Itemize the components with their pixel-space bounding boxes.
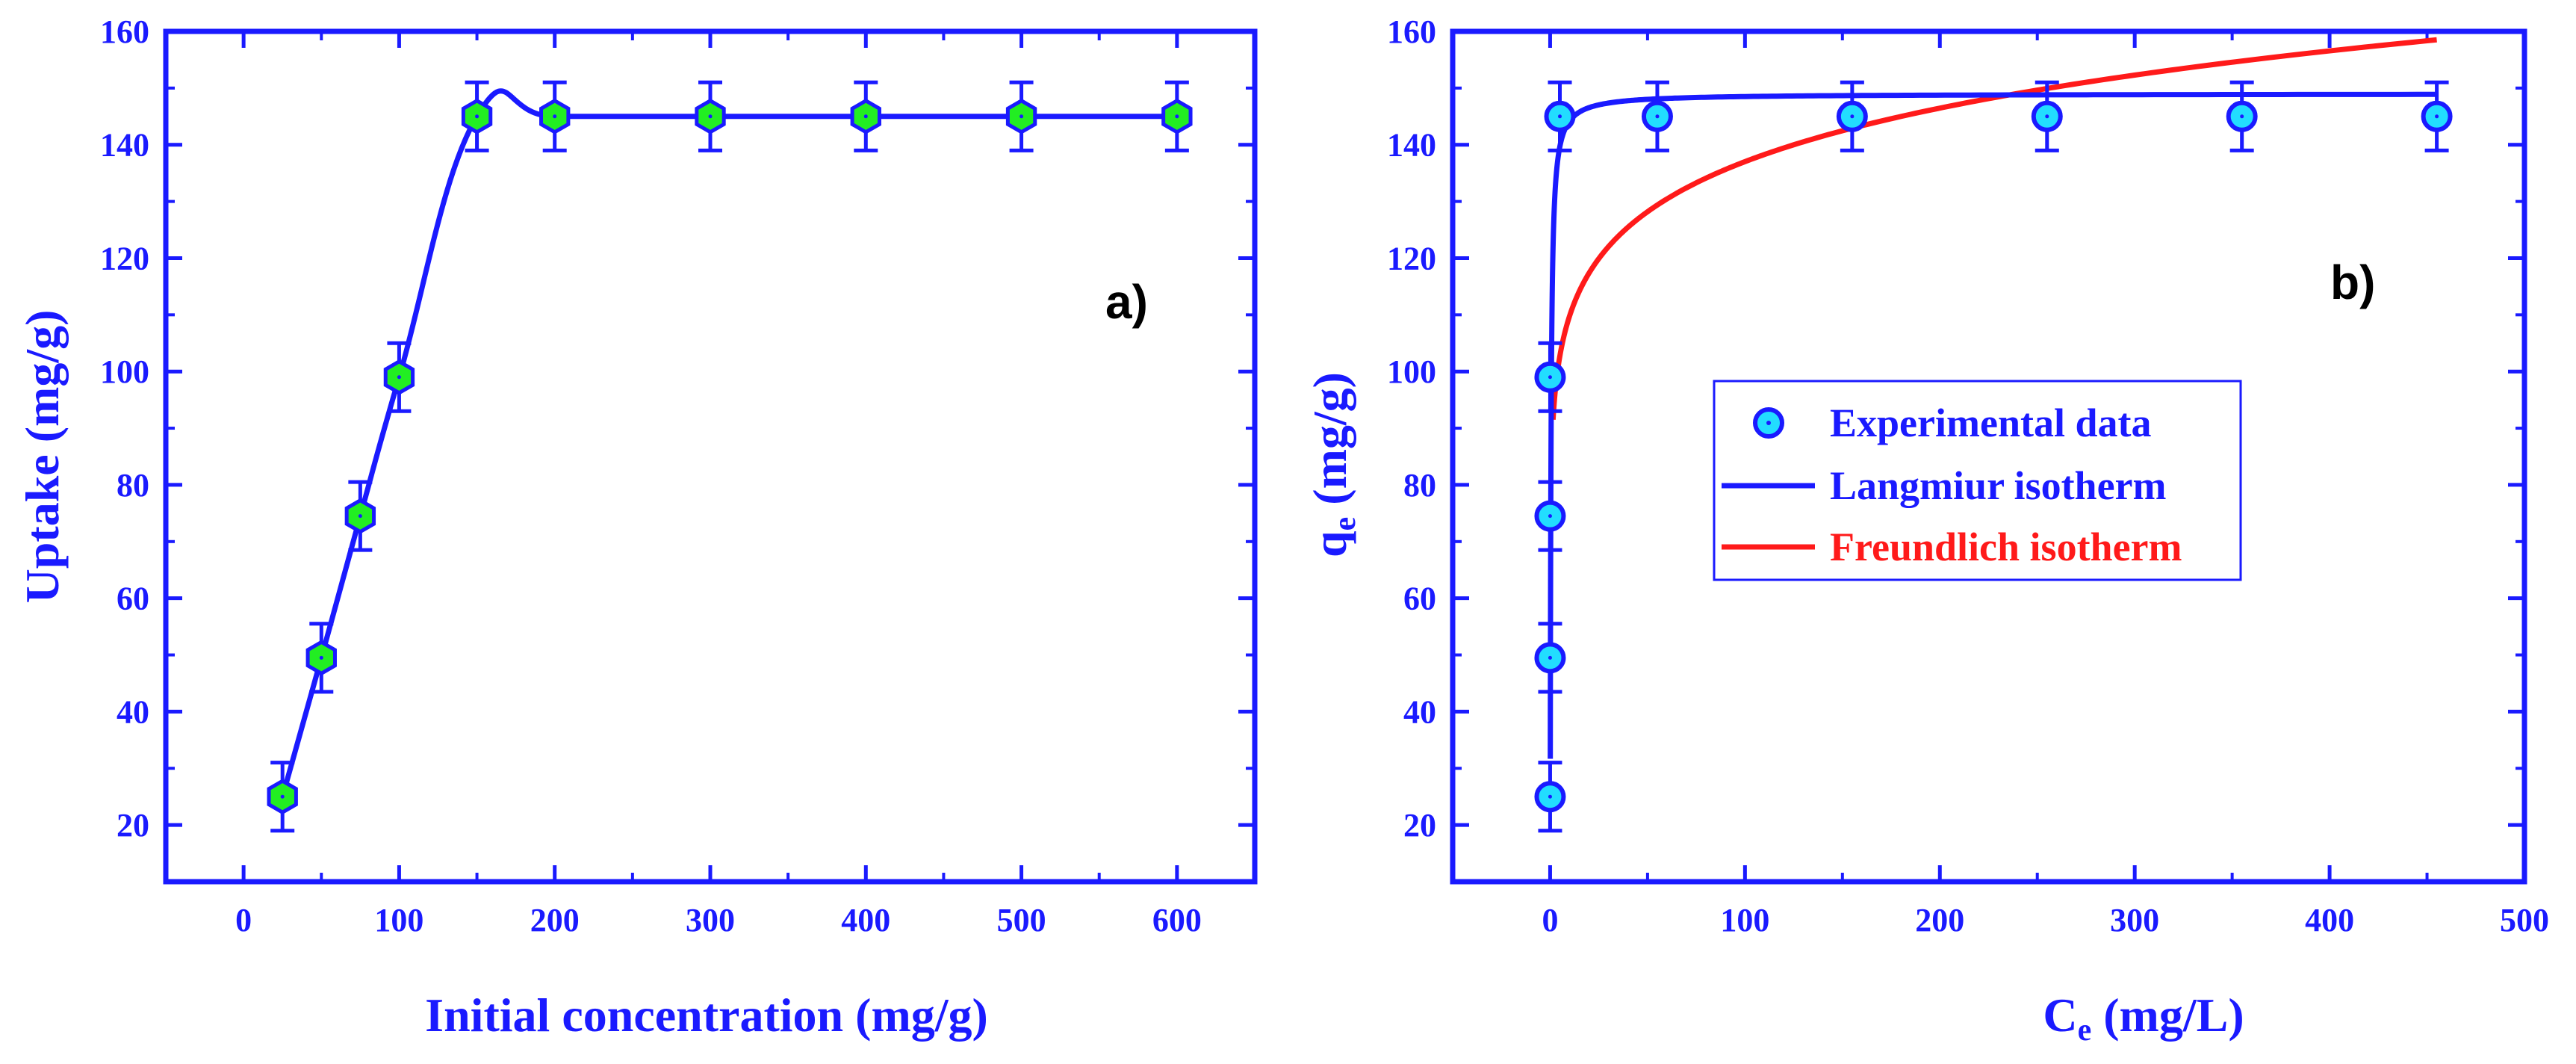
panel-b-x-axis-title: Ce (mg/L) (2043, 989, 2244, 1048)
x-tick-label: 300 (686, 902, 735, 938)
panel-a-uptake-chart: 0 100 200 300 400 500 60020406080100120140160 … (16, 13, 1258, 1042)
x-tick-label: 100 (374, 902, 423, 938)
panel-a-axes: 0 100 200 300 400 500 600 20 40 60 80 100 120 140 160 (100, 13, 1258, 938)
data-point-center-dot (280, 794, 285, 799)
y-tick-label: 40 (1403, 693, 1436, 730)
x-tick-label: 200 (530, 902, 580, 938)
panel-a-y-axis-title: Uptake (mg/g) (16, 310, 69, 604)
data-point-center-dot (708, 114, 713, 119)
panel-b-y-axis-title: qe (mg/g) (1303, 372, 1362, 557)
legend-label-experimental: Experimental data (1830, 400, 2151, 445)
data-point-center-dot (1548, 375, 1552, 380)
y-tick-label: 140 (1387, 127, 1436, 164)
x-tick-label: 500 (2500, 902, 2549, 938)
x-tick-label: 400 (841, 902, 890, 938)
data-point-center-dot (1655, 114, 1660, 119)
data-point-center-dot (1175, 114, 1179, 119)
data-point-center-dot (553, 114, 557, 119)
panel-b-label: b) (2330, 256, 2375, 309)
x-tick-label: 600 (1152, 902, 1202, 938)
y-tick-label: 80 (1403, 467, 1436, 504)
data-point-center-dot (475, 114, 479, 119)
y-tick-label: 120 (1387, 240, 1436, 276)
data-point-center-dot (863, 114, 868, 119)
legend-item-freundlich: Freundlich isotherm (1722, 525, 2182, 569)
plot-frame (163, 28, 1258, 885)
y-tick-label: 140 (100, 127, 149, 164)
data-point-center-dot (1548, 514, 1552, 519)
data-point-center-dot (358, 514, 362, 519)
y-tick-label: 80 (117, 467, 149, 504)
data-point-center-dot (397, 375, 401, 380)
data-point-center-dot (2435, 114, 2439, 119)
y-tick-label: 20 (1403, 807, 1436, 844)
data-point-center-dot (2240, 114, 2244, 119)
data-point-center-dot (1850, 114, 1855, 119)
panel-b-axes: 0 100 200 300 400 500 20 40 60 80 100 120 140 160 (1387, 13, 2549, 938)
data-point-center-dot (1019, 114, 1024, 119)
uptake-line (279, 88, 1177, 798)
y-tick-label: 20 (117, 807, 149, 844)
y-tick-label: 160 (1387, 13, 1436, 50)
x-tick-label: 0 (1542, 902, 1558, 938)
legend-label-langmuir: Langmiur isotherm (1830, 463, 2167, 508)
x-tick-label: 200 (1915, 902, 1964, 938)
panel-a-label: a) (1105, 275, 1148, 329)
panel-b-series (1534, 37, 2453, 833)
y-tick-label: 100 (100, 353, 149, 390)
data-point-center-dot (1548, 794, 1552, 799)
data-point-center-dot (2045, 114, 2049, 119)
legend-item-langmuir: Langmiur isotherm (1722, 463, 2167, 508)
legend-item-experimental: Experimental data (1753, 400, 2151, 445)
y-tick-label: 60 (117, 581, 149, 617)
x-tick-label: 0 (235, 902, 252, 938)
x-tick-label: 500 (997, 902, 1046, 938)
data-point-center-dot (319, 655, 323, 660)
panel-a-series (267, 80, 1193, 833)
x-tick-label: 400 (2305, 902, 2354, 938)
panel-b-legend: Experimental data Langmiur isotherm Freu… (1713, 380, 2242, 581)
panel-a-x-axis-title: Initial concentration (mg/g) (425, 989, 988, 1042)
plot-frame (1450, 28, 2527, 885)
legend-label-freundlich: Freundlich isotherm (1830, 525, 2182, 569)
y-tick-label: 60 (1403, 581, 1436, 617)
x-tick-label: 100 (1720, 902, 1769, 938)
data-point-center-dot (1558, 114, 1562, 119)
y-tick-label: 120 (100, 240, 149, 276)
x-tick-label: 300 (2110, 902, 2159, 938)
data-point-center-dot (1548, 655, 1552, 660)
y-tick-label: 100 (1387, 353, 1436, 390)
y-tick-label: 160 (100, 13, 149, 50)
legend-marker-dot (1766, 421, 1771, 425)
y-tick-label: 40 (117, 693, 149, 730)
